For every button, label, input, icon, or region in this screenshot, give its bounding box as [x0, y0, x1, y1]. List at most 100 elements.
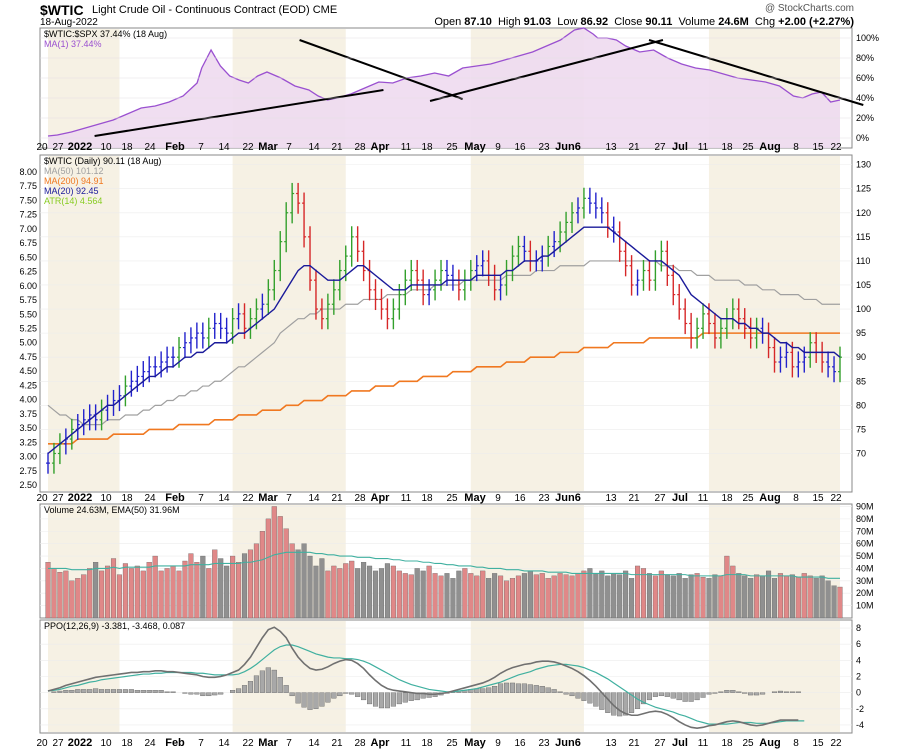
- price-tick-label: 110: [856, 256, 870, 266]
- x-axis-label: 27: [654, 738, 666, 749]
- volume-bar: [623, 570, 629, 619]
- x-axis-label: 15: [812, 142, 824, 153]
- x-axis-label: 18: [421, 493, 433, 504]
- volume-bar: [81, 574, 87, 619]
- x-axis-label: 24: [144, 493, 156, 504]
- volume-tick-label: 70M: [856, 526, 874, 536]
- volume-bar: [646, 573, 652, 619]
- x-axis-label: May: [464, 141, 486, 153]
- volume-bar: [676, 573, 682, 619]
- price-legend-3: MA(20) 92.45: [44, 186, 99, 196]
- volume-bar: [783, 575, 789, 619]
- x-axis-label: 10: [100, 142, 112, 153]
- x-axis-label: 20: [36, 738, 48, 749]
- volume-bar: [384, 563, 390, 619]
- volume-tick-label: 80M: [856, 514, 874, 524]
- atr-tick-label: 8.00: [19, 167, 37, 177]
- volume-bar: [432, 573, 438, 619]
- volume-bar: [283, 528, 289, 619]
- ppo-histogram-bar: [521, 683, 527, 693]
- atr-tick-label: 7.25: [19, 210, 37, 220]
- ppo-histogram-bar: [503, 682, 510, 693]
- ratio-tick-label: 80%: [856, 53, 874, 63]
- volume-bar: [110, 558, 117, 619]
- ppo-histogram-bar: [640, 692, 647, 705]
- ppo-histogram-bar: [99, 689, 105, 693]
- ppo-histogram-bar: [575, 692, 581, 699]
- volume-bar: [396, 570, 402, 619]
- ppo-histogram-bar: [742, 692, 748, 694]
- volume-bar: [206, 568, 212, 619]
- volume-bar: [367, 565, 373, 619]
- x-axis-label: 13: [605, 493, 617, 504]
- ppo-histogram-bar: [265, 667, 271, 693]
- volume-bar: [152, 555, 158, 619]
- ppo-tick-label: 8: [856, 623, 861, 633]
- ppo-histogram-bar: [295, 692, 301, 704]
- change-value: +2.00 (+2.27%): [778, 16, 854, 28]
- ppo-histogram-bar: [128, 689, 134, 693]
- volume-bar: [575, 573, 581, 619]
- ppo-histogram-bar: [635, 692, 641, 709]
- volume-bar: [271, 506, 277, 619]
- ohlc-readout: Open 87.10 High 91.03 Low 86.92 Close 90…: [434, 16, 854, 28]
- volume-bar: [551, 575, 557, 619]
- x-axis-label: 16: [514, 738, 526, 749]
- ppo-histogram-bar: [551, 689, 557, 693]
- x-axis-label: 16: [514, 142, 526, 153]
- atr-tick-label: 7.00: [19, 224, 37, 234]
- x-axis-label: 20: [36, 142, 48, 153]
- volume-bar: [182, 560, 188, 619]
- ppo-histogram-bar: [63, 690, 69, 693]
- ppo-histogram-bar: [682, 692, 688, 702]
- volume-bar: [224, 565, 230, 619]
- volume-bar: [468, 573, 474, 619]
- x-axis-label: 24: [144, 142, 156, 153]
- brand-label[interactable]: @ StockCharts.com: [764, 3, 854, 14]
- x-axis-label: 2022: [68, 492, 92, 504]
- ppo-histogram-bar: [426, 692, 432, 698]
- x-axis-label: 27: [52, 142, 64, 153]
- x-axis-label: 18: [721, 142, 733, 153]
- ratio-line: [47, 27, 841, 137]
- ppo-histogram-bar: [152, 690, 158, 693]
- volume-value: 24.6M: [718, 16, 749, 28]
- atr-tick-label: 6.25: [19, 267, 37, 277]
- ppo-histogram-bar: [283, 685, 289, 693]
- x-axis-label: 27: [654, 493, 666, 504]
- x-axis-label: Feb: [165, 141, 185, 153]
- x-axis-label: Jul: [672, 141, 688, 153]
- ppo-histogram-bar: [408, 692, 414, 701]
- volume-bar: [116, 574, 122, 619]
- x-axis-label: Jun6: [555, 737, 581, 749]
- x-axis-label: 25: [742, 738, 754, 749]
- x-axis-label: 11: [401, 142, 412, 153]
- price-tick-label: 105: [856, 280, 871, 290]
- volume-bar: [307, 555, 313, 619]
- volume-bar: [503, 580, 510, 619]
- x-axis-label: 21: [628, 738, 640, 749]
- x-axis-label: 23: [538, 142, 550, 153]
- volume-bar: [378, 568, 385, 619]
- x-axis-label: Aug: [759, 141, 780, 153]
- x-axis-label: 25: [742, 142, 754, 153]
- ppo-histogram-bar: [378, 692, 385, 709]
- volume-bar: [760, 575, 766, 619]
- volume-bar: [146, 562, 152, 619]
- volume-bar: [57, 572, 63, 619]
- volume-bar: [450, 578, 456, 619]
- volume-bar: [718, 575, 724, 619]
- volume-bar: [444, 573, 450, 619]
- ppo-histogram-bar: [236, 688, 242, 693]
- x-axis-label: 10: [100, 493, 112, 504]
- volume-bar: [265, 518, 271, 619]
- atr-tick-label: 6.50: [19, 252, 37, 262]
- ppo-histogram-bar: [110, 689, 117, 693]
- x-axis-label: 20: [36, 493, 48, 504]
- volume-bar: [819, 575, 825, 619]
- ppo-histogram-bar: [307, 692, 313, 710]
- volume-bar: [361, 562, 367, 619]
- ppo-histogram-bar: [337, 692, 343, 697]
- volume-bar: [230, 555, 236, 619]
